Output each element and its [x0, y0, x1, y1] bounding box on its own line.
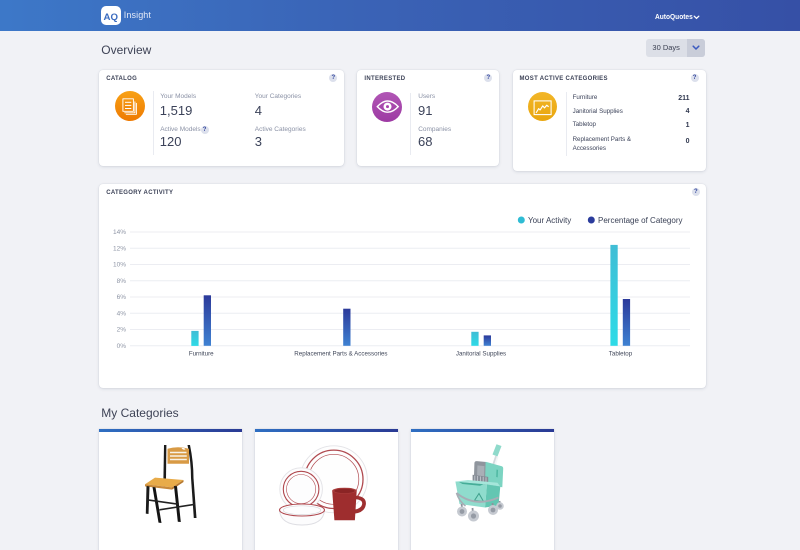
- svg-text:10%: 10%: [113, 262, 126, 269]
- svg-text:Furniture: Furniture: [189, 351, 214, 358]
- svg-text:4%: 4%: [117, 311, 127, 318]
- svg-text:Janitorial Supplies: Janitorial Supplies: [456, 351, 506, 358]
- svg-text:AQ: AQ: [104, 12, 118, 23]
- svg-text:14%: 14%: [113, 229, 126, 236]
- svg-text:Percentage of Category: Percentage of Category: [598, 216, 683, 225]
- svg-text:Tabletop: Tabletop: [609, 351, 633, 358]
- svg-text:6%: 6%: [117, 294, 127, 301]
- svg-text:Replacement Parts & Accessorie: Replacement Parts & Accessories: [294, 351, 387, 358]
- svg-text:0%: 0%: [117, 343, 127, 350]
- svg-text:8%: 8%: [117, 278, 127, 285]
- svg-text:Your Activity: Your Activity: [528, 216, 571, 225]
- svg-text:2%: 2%: [117, 327, 127, 334]
- svg-text:12%: 12%: [113, 246, 126, 253]
